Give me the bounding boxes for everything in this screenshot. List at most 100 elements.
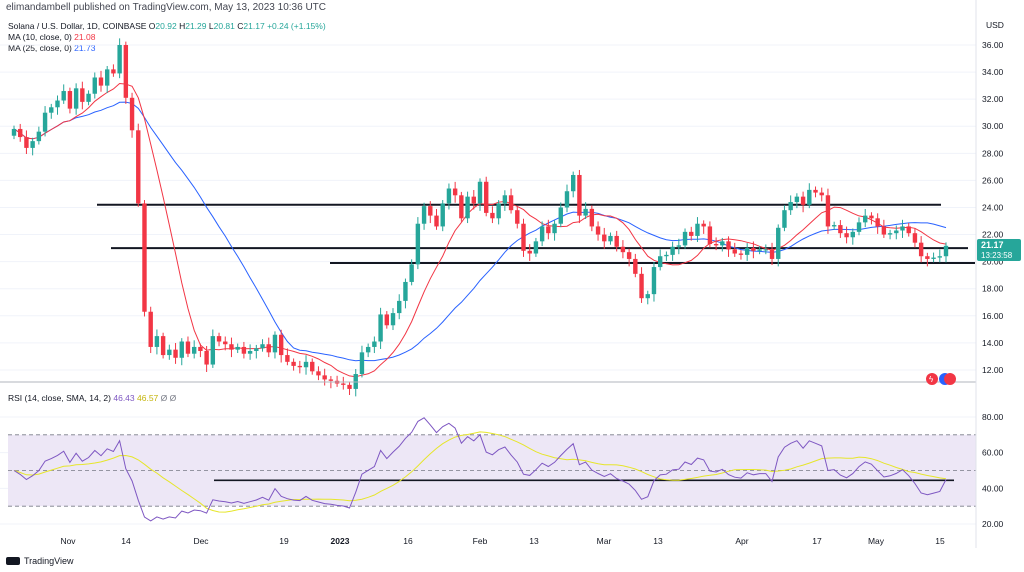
candle-body	[198, 346, 203, 352]
candle-body	[465, 196, 470, 219]
candle-body	[521, 223, 526, 251]
candle-body	[111, 69, 116, 74]
price-tick-label: 16.00	[982, 311, 1004, 321]
candle-body	[229, 344, 234, 350]
rsi-legend[interactable]: RSI (14, close, SMA, 14, 2) 46.43 46.57 …	[8, 393, 176, 403]
rsi-tick-label: 60.00	[982, 448, 1004, 458]
candle-body	[484, 181, 489, 213]
candle-body	[776, 227, 781, 259]
candle-body	[751, 248, 756, 251]
candle-body	[651, 267, 657, 295]
ma25-legend[interactable]: MA (25, close, 0) 21.73	[8, 43, 95, 53]
candle-body	[42, 112, 48, 132]
ma10-line	[13, 82, 947, 378]
symbol-title[interactable]: Solana / U.S. Dollar, 1D, COINBASE	[8, 21, 147, 31]
rsi-extra-1: Ø	[160, 393, 168, 403]
candle-body	[297, 365, 303, 368]
candle-body	[191, 346, 197, 354]
price-change: +0.24 (+1.15%)	[267, 21, 326, 31]
candle-body	[527, 250, 532, 254]
price-tick-label: 20.00	[982, 257, 1004, 267]
candle-body	[67, 91, 73, 109]
candle-body	[657, 256, 663, 268]
time-tick-label: 15	[935, 536, 945, 546]
candle-body	[664, 254, 669, 257]
candle-body	[620, 246, 626, 253]
ma25-path	[13, 101, 947, 362]
candle-body	[577, 174, 582, 216]
candle-body	[515, 210, 520, 224]
price-tick-label: 26.00	[982, 175, 1004, 185]
rsi-path	[13, 417, 947, 522]
candle-body	[452, 188, 458, 196]
ohlc-open: 20.92	[155, 21, 177, 31]
time-tick-label: Feb	[473, 536, 488, 546]
ma25-line	[13, 101, 947, 362]
price-tag-countdown: 13:23:58	[981, 251, 1013, 260]
candle-body	[204, 351, 209, 365]
event-icons[interactable]: ϟ	[926, 373, 956, 385]
candle-body	[167, 349, 172, 356]
candle-body	[713, 244, 719, 246]
candle-body	[123, 45, 129, 98]
candle-body	[446, 188, 452, 204]
rsi-sma-value: 46.57	[137, 393, 159, 403]
candle-body	[285, 355, 290, 362]
ma10-label: MA (10, close, 0)	[8, 32, 72, 42]
candle-body	[943, 245, 949, 257]
candle-body	[80, 88, 85, 102]
candle-body	[266, 344, 271, 353]
candle-body	[173, 349, 178, 358]
candle-body	[626, 252, 632, 259]
candle-body	[136, 130, 141, 204]
candle-body	[18, 128, 23, 138]
tradingview-footer[interactable]: TradingView	[6, 556, 74, 566]
candle-body	[490, 212, 495, 219]
ohlc-open-label: O	[148, 21, 156, 31]
currency-label: USD	[986, 20, 1004, 30]
candle-body	[937, 256, 942, 258]
candle-body	[757, 249, 762, 251]
candle-body	[98, 77, 104, 86]
candle-body	[925, 256, 930, 259]
candle-body	[875, 218, 880, 227]
candle-body	[310, 361, 315, 372]
candle-body	[614, 235, 619, 247]
candle-body	[254, 348, 259, 352]
price-tick-label: 28.00	[982, 148, 1004, 158]
candle-body	[105, 69, 110, 86]
candle-body	[359, 352, 365, 375]
time-tick-label: Nov	[60, 536, 76, 546]
candle-body	[291, 361, 296, 366]
candle-body	[210, 336, 216, 365]
candle-body	[689, 231, 694, 236]
candle-body	[272, 334, 278, 353]
candle-body	[328, 379, 334, 381]
candle-body	[11, 128, 17, 136]
candle-body	[670, 246, 675, 255]
time-tick-label: Dec	[193, 536, 209, 546]
candle-body	[682, 231, 688, 246]
candle-body	[397, 300, 402, 314]
candle-body	[154, 336, 160, 347]
candle-body	[477, 181, 483, 204]
candle-body	[564, 191, 570, 208]
lightning-glyph: ϟ	[929, 375, 934, 384]
ma10-legend[interactable]: MA (10, close, 0) 21.08	[8, 32, 95, 42]
candle-body	[552, 223, 557, 234]
candle-body	[185, 341, 191, 354]
price-tag: 21.17 13:23:58	[977, 239, 1021, 261]
candle-body	[856, 222, 862, 232]
candle-body	[434, 215, 439, 227]
ohlc-high-label: H	[179, 21, 186, 31]
price-tick-label: 32.00	[982, 94, 1004, 104]
candle-body	[720, 241, 725, 246]
candle-body	[546, 226, 551, 234]
rsi-extra-2: Ø	[169, 393, 177, 403]
candle-body	[844, 233, 849, 238]
candle-body	[887, 233, 893, 235]
candle-body	[117, 45, 122, 74]
ma10-path	[13, 82, 947, 378]
ohlc-low: 20.81	[213, 21, 235, 31]
